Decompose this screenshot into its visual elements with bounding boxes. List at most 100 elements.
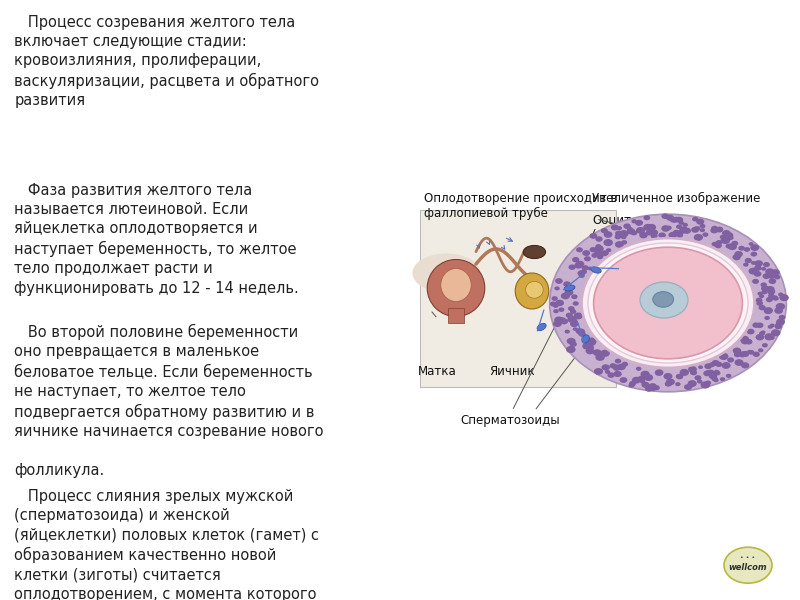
Circle shape	[761, 286, 769, 292]
Ellipse shape	[564, 285, 575, 291]
Circle shape	[752, 279, 759, 284]
Ellipse shape	[413, 253, 480, 292]
Circle shape	[578, 331, 586, 337]
Circle shape	[726, 374, 731, 378]
Circle shape	[749, 268, 758, 275]
Circle shape	[617, 364, 626, 370]
Circle shape	[705, 370, 710, 374]
Circle shape	[653, 292, 674, 307]
Circle shape	[571, 295, 578, 299]
Circle shape	[750, 251, 757, 257]
Circle shape	[569, 265, 576, 270]
Text: wellcom: wellcom	[729, 563, 767, 572]
Circle shape	[724, 233, 732, 239]
Circle shape	[753, 352, 760, 357]
Circle shape	[565, 289, 574, 296]
Circle shape	[751, 261, 756, 265]
Circle shape	[611, 224, 618, 230]
Circle shape	[554, 286, 560, 290]
Circle shape	[758, 305, 766, 310]
Circle shape	[709, 373, 717, 379]
Circle shape	[561, 293, 570, 299]
Circle shape	[627, 228, 635, 235]
Circle shape	[588, 243, 748, 363]
Circle shape	[741, 351, 750, 357]
Circle shape	[694, 375, 702, 380]
Circle shape	[594, 250, 603, 257]
Circle shape	[586, 348, 594, 355]
Circle shape	[709, 362, 715, 367]
Circle shape	[745, 258, 752, 263]
Circle shape	[774, 275, 780, 280]
Circle shape	[727, 243, 737, 250]
Circle shape	[774, 307, 783, 314]
Circle shape	[566, 313, 573, 318]
Text: Ооцит
(яйцеклетка): Ооцит (яйцеклетка)	[592, 213, 675, 241]
Circle shape	[604, 231, 613, 238]
Circle shape	[680, 226, 688, 232]
Circle shape	[594, 368, 603, 375]
Circle shape	[551, 296, 558, 301]
Circle shape	[673, 217, 680, 222]
Circle shape	[554, 316, 564, 323]
Circle shape	[715, 241, 720, 245]
Circle shape	[578, 274, 585, 278]
Circle shape	[714, 378, 718, 382]
Circle shape	[697, 379, 702, 383]
Circle shape	[716, 240, 722, 245]
Circle shape	[768, 293, 774, 298]
Circle shape	[768, 273, 776, 279]
Circle shape	[746, 339, 753, 344]
Circle shape	[738, 351, 746, 358]
Circle shape	[582, 250, 590, 256]
Circle shape	[711, 376, 718, 382]
Circle shape	[688, 366, 697, 373]
Circle shape	[714, 243, 719, 247]
Circle shape	[671, 218, 676, 222]
Circle shape	[756, 323, 763, 328]
Circle shape	[756, 301, 763, 306]
Circle shape	[675, 382, 681, 386]
Circle shape	[630, 230, 638, 235]
Circle shape	[563, 281, 571, 287]
Circle shape	[631, 219, 637, 223]
Circle shape	[555, 301, 562, 306]
Circle shape	[762, 290, 767, 295]
Circle shape	[771, 329, 780, 337]
Circle shape	[702, 383, 706, 387]
Circle shape	[673, 230, 680, 235]
Circle shape	[600, 350, 610, 357]
Circle shape	[700, 228, 705, 232]
Circle shape	[726, 244, 732, 248]
Circle shape	[678, 229, 686, 234]
Circle shape	[752, 322, 760, 328]
Circle shape	[573, 328, 578, 331]
Circle shape	[550, 214, 786, 392]
Circle shape	[654, 370, 663, 376]
Circle shape	[653, 385, 660, 390]
Circle shape	[626, 227, 633, 231]
Circle shape	[578, 270, 586, 276]
Circle shape	[778, 315, 786, 320]
Circle shape	[734, 359, 743, 366]
Circle shape	[629, 383, 634, 388]
Circle shape	[750, 244, 759, 251]
Circle shape	[590, 247, 597, 253]
Circle shape	[740, 336, 749, 342]
Circle shape	[767, 289, 775, 295]
Circle shape	[558, 307, 564, 312]
Circle shape	[722, 362, 730, 369]
Circle shape	[601, 250, 609, 256]
Circle shape	[553, 304, 558, 308]
Circle shape	[646, 230, 653, 235]
Text: Яичник: Яичник	[489, 365, 535, 378]
Circle shape	[598, 247, 602, 250]
Circle shape	[768, 274, 774, 277]
Circle shape	[734, 352, 741, 357]
Circle shape	[587, 266, 593, 271]
Text: Во второй половине беременности
оно превращается в маленькое
беловатое тельце. Е: Во второй половине беременности оно прев…	[14, 324, 324, 478]
Circle shape	[614, 359, 622, 364]
Circle shape	[635, 220, 643, 226]
Circle shape	[572, 257, 579, 262]
Text: Процесс слияния зрелых мужской
(сперматозоида) и женской
(яйцеклетки) половых кл: Процесс слияния зрелых мужской (спермато…	[14, 489, 325, 600]
